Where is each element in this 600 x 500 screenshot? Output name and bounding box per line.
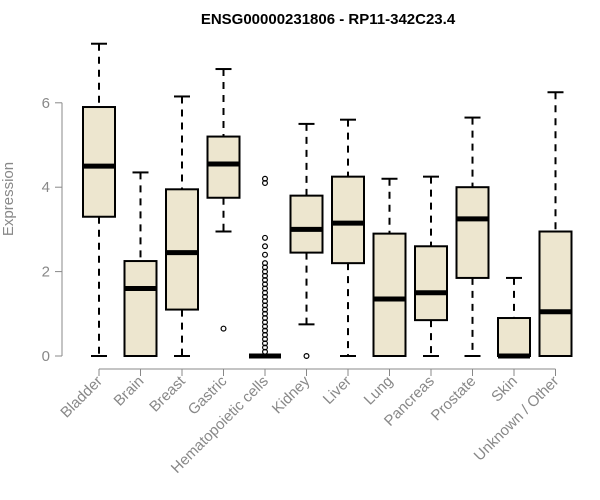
- box-series: [82, 42, 573, 360]
- box-rect: [206, 135, 241, 199]
- outlier-point: [262, 243, 269, 250]
- box-rect: [289, 194, 324, 254]
- box-rect: [538, 230, 573, 357]
- chart-title: ENSG00000231806 - RP11-342C23.4: [201, 11, 456, 28]
- y-tick-label: 6: [42, 95, 50, 112]
- y-tick-label: 2: [42, 264, 50, 281]
- box-rect: [455, 186, 490, 279]
- box-breast: [165, 95, 199, 357]
- x-tick-label-skin: Skin: [488, 373, 521, 406]
- y-tick-label: 4: [42, 179, 50, 196]
- box-rect: [497, 317, 531, 357]
- outlier-point: [262, 175, 269, 182]
- outlier-point: [262, 251, 269, 258]
- box-rect: [331, 175, 365, 265]
- outlier-point: [262, 234, 269, 241]
- box-rect: [414, 245, 448, 322]
- box-brain: [123, 171, 158, 357]
- box-liver: [331, 118, 365, 357]
- x-tick-label-breast: Breast: [146, 372, 189, 415]
- y-tick-label: 0: [42, 348, 50, 365]
- outlier-point: [303, 353, 310, 360]
- box-skin: [497, 276, 531, 359]
- box-lung: [372, 177, 407, 357]
- x-tick-label-lung: Lung: [361, 373, 397, 409]
- x-tick-label-brain: Brain: [111, 373, 148, 410]
- box-pancreas: [414, 175, 448, 357]
- outlier-point: [262, 260, 269, 267]
- box-rect: [82, 106, 116, 218]
- outlier-point: [220, 325, 227, 332]
- box-rect: [372, 232, 407, 357]
- y-axis-label: Expression: [0, 162, 17, 236]
- box-unknown-other: [538, 91, 573, 357]
- box-prostate: [455, 116, 490, 357]
- box-rect: [165, 188, 199, 311]
- box-gastric: [206, 68, 241, 332]
- box-kidney: [289, 122, 324, 360]
- x-tick-label-prostate: Prostate: [428, 373, 480, 425]
- y-axis: 0 2 4 6: [42, 95, 63, 365]
- box-bladder: [82, 42, 116, 357]
- x-tick-label-kidney: Kidney: [269, 372, 314, 417]
- box-hematopoietic-cells: [249, 175, 281, 359]
- box-rect: [123, 260, 158, 357]
- x-tick-label-liver: Liver: [320, 373, 355, 408]
- x-tick-label-bladder: Bladder: [57, 373, 106, 422]
